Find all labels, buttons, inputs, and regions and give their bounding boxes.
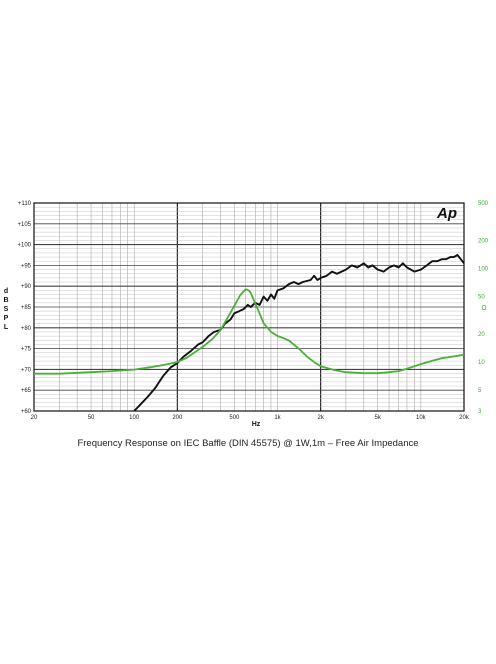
- x-tick-label: 5k: [375, 415, 382, 421]
- left-tick-label: +95: [21, 263, 32, 269]
- x-axis-label: Hz: [252, 421, 261, 428]
- x-tick-label: 100: [129, 415, 140, 421]
- left-tick-label: +90: [21, 284, 32, 290]
- right-tick-label: 10: [478, 360, 485, 366]
- left-axis-label-char: L: [4, 324, 9, 331]
- x-tick-label: 1k: [274, 415, 281, 421]
- left-axis-label-char: d: [4, 288, 8, 295]
- right-tick-label: 200: [478, 238, 489, 244]
- right-axis-ticks: 500 200 100 50 20 10 5 3: [478, 201, 489, 415]
- grid: [33, 202, 465, 412]
- spl-curve: [133, 254, 465, 412]
- left-tick-label: +70: [21, 367, 32, 373]
- frequency-response-chart: +60 +65 +70 +75 +80 +85 +90 +95 +100 +105 +110 500…: [3, 201, 489, 428]
- left-tick-label: +60: [21, 409, 32, 415]
- left-tick-label: +85: [21, 305, 32, 311]
- right-tick-label: 3: [478, 409, 482, 415]
- right-tick-label: 500: [478, 201, 489, 207]
- right-axis-label: Ω: [481, 305, 486, 312]
- right-tick-label: 20: [478, 332, 485, 338]
- left-tick-label: +105: [17, 222, 31, 228]
- x-tick-label: 500: [229, 415, 240, 421]
- x-tick-label: 200: [172, 415, 183, 421]
- impedance-curve: [34, 288, 465, 375]
- left-tick-label: +80: [21, 326, 32, 332]
- left-axis-label-char: P: [4, 315, 9, 322]
- right-tick-label: 50: [478, 295, 485, 301]
- ap-logo: Ap: [436, 205, 457, 222]
- x-tick-label: 10k: [416, 415, 427, 421]
- left-axis-ticks: +60 +65 +70 +75 +80 +85 +90 +95 +100 +105 +110: [17, 201, 31, 415]
- chart-caption: Frequency Response on IEC Baffle (DIN 45…: [77, 438, 419, 449]
- left-axis-label-char: S: [4, 306, 9, 313]
- right-tick-label: 100: [478, 266, 489, 272]
- x-tick-label: 20k: [459, 415, 470, 421]
- x-axis-ticks: 20 50 100 200 500 1k 2k 5k 10k 20k: [31, 415, 470, 421]
- x-tick-label: 2k: [317, 415, 324, 421]
- left-axis-label-char: B: [3, 297, 8, 304]
- series-layer: [34, 254, 465, 412]
- left-tick-label: +110: [18, 201, 32, 207]
- x-tick-label: 20: [31, 415, 38, 421]
- plot-frame: [33, 202, 465, 412]
- left-tick-label: +100: [17, 243, 31, 249]
- right-tick-label: 5: [478, 388, 482, 394]
- left-tick-label: +75: [21, 347, 32, 353]
- left-tick-label: +65: [21, 388, 32, 394]
- x-tick-label: 50: [88, 415, 95, 421]
